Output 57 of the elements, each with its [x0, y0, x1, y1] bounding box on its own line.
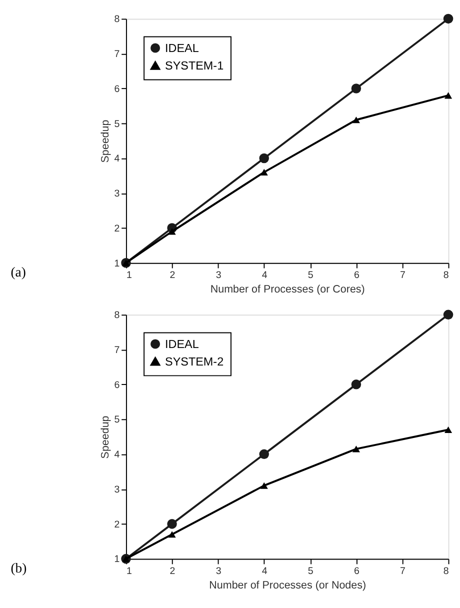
y-tick-label: 4: [114, 450, 120, 461]
point: [168, 531, 176, 538]
y-tick-label: 3: [114, 188, 120, 200]
x-axis-title: Number of Processes (or Cores): [210, 284, 365, 296]
x-tick-label: 7: [400, 566, 406, 577]
x-tick-label: 3: [216, 566, 222, 577]
text: (a): [10, 264, 26, 280]
point: [260, 482, 268, 489]
y-tick-label: 5: [114, 414, 120, 426]
point: [259, 449, 269, 460]
x-tick-label: 2: [170, 566, 176, 577]
x-tick-label: 8: [443, 270, 449, 282]
y-tick-label: 2: [114, 519, 120, 530]
x-tick-label: 1: [126, 270, 132, 282]
point: [260, 168, 268, 176]
y-tick-label: 7: [114, 49, 120, 60]
y-tick-label: 6: [114, 380, 120, 391]
legend-label: SYSTEM-1: [165, 60, 224, 73]
y-axis-title: Speedup: [99, 416, 112, 459]
text: (b): [10, 560, 27, 576]
x-tick-label: 2: [170, 270, 176, 282]
point: [444, 426, 452, 434]
x-tick-label: 5: [308, 566, 314, 577]
point: [167, 519, 177, 529]
y-tick-label: 4: [114, 154, 120, 165]
x-tick-label: 4: [262, 270, 268, 282]
point: [351, 380, 362, 390]
point: [168, 228, 176, 235]
y-tick-label: 3: [114, 484, 120, 496]
y-tick-label: 2: [114, 223, 120, 234]
y-tick-label: 7: [114, 344, 120, 356]
x-tick-label: 1: [126, 566, 132, 577]
point: [443, 310, 454, 320]
y-tick-label: 5: [114, 118, 120, 130]
x-tick-label: 8: [443, 566, 449, 577]
point: [259, 153, 269, 164]
legend-label: IDEAL: [165, 42, 200, 55]
x-tick-label: 3: [216, 270, 222, 282]
x-tick-label: 6: [354, 270, 360, 282]
y-tick-label: 8: [114, 14, 120, 26]
y-tick-label: 8: [114, 310, 120, 322]
x-tick-label: 5: [308, 270, 314, 282]
y-tick-label: 1: [114, 554, 120, 566]
legend-label: IDEAL: [165, 338, 200, 351]
point: [352, 446, 360, 452]
y-tick-label: 1: [114, 258, 120, 270]
point: [352, 116, 360, 124]
x-axis-title: Number of Processes (or Nodes): [209, 580, 366, 592]
point: [444, 92, 452, 99]
point: [443, 14, 454, 24]
x-tick-label: 6: [354, 566, 360, 577]
x-tick-label: 7: [400, 270, 406, 282]
x-tick-label: 4: [262, 566, 268, 577]
legend-label: SYSTEM-2: [165, 355, 224, 368]
y-axis-title: Speedup: [99, 120, 112, 163]
point: [351, 84, 362, 94]
y-tick-label: 6: [114, 84, 120, 95]
